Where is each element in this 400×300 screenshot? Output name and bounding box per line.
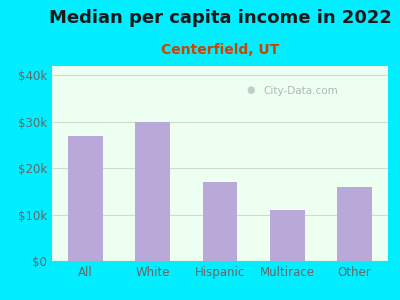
Bar [270, 210, 305, 261]
Bar [337, 187, 372, 261]
Text: ●: ● [247, 85, 255, 95]
Text: Centerfield, UT: Centerfield, UT [161, 44, 279, 58]
Text: City-Data.com: City-Data.com [264, 85, 338, 95]
Bar [135, 122, 170, 261]
Text: Median per capita income in 2022: Median per capita income in 2022 [48, 9, 392, 27]
Bar [202, 182, 238, 261]
Bar [68, 136, 103, 261]
